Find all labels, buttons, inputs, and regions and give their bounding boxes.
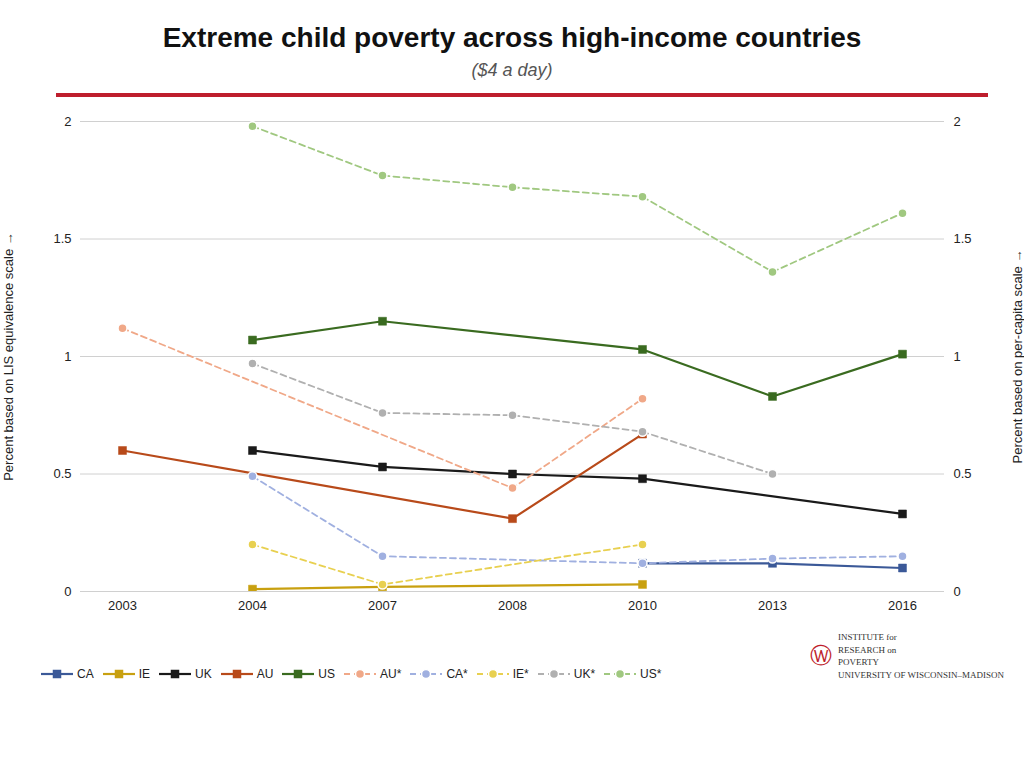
svg-text:2016: 2016 bbox=[888, 598, 917, 613]
svg-text:Percent based on per-capita sc: Percent based on per-capita scale → bbox=[1010, 250, 1024, 464]
svg-text:0: 0 bbox=[954, 584, 961, 599]
html-text:($4 a day): ($4 a day) bbox=[471, 60, 553, 80]
html-text:US*: US* bbox=[640, 667, 662, 682]
svg-text:0.5: 0.5 bbox=[954, 466, 972, 481]
svg-text:2010: 2010 bbox=[628, 598, 657, 613]
svg-text:2003: 2003 bbox=[108, 598, 137, 613]
svg-text:2007: 2007 bbox=[368, 598, 397, 613]
svg-text:0.5: 0.5 bbox=[53, 466, 71, 481]
svg-text:2013: 2013 bbox=[758, 598, 787, 613]
svg-text:1: 1 bbox=[64, 349, 71, 364]
html-text:AU: AU bbox=[256, 667, 274, 682]
html-text:IE*: IE* bbox=[512, 667, 529, 682]
html-text:US: US bbox=[318, 667, 335, 682]
html-text:CA: CA bbox=[77, 667, 94, 682]
html-text:INSTITUTE for RESEARCH on POVE: INSTITUTE for RESEARCH on POVERTY UNIVER… bbox=[838, 632, 1004, 680]
html-text:UK: UK bbox=[195, 667, 212, 682]
html-text:Extreme child poverty across h: Extreme child poverty across high-income… bbox=[162, 22, 862, 53]
svg-text:1.5: 1.5 bbox=[954, 231, 972, 246]
html-text:IE: IE bbox=[138, 667, 150, 682]
html-text:AU*: AU* bbox=[380, 667, 402, 682]
html-text:CA*: CA* bbox=[446, 667, 468, 682]
svg-text:Percent based on LIS equivalen: Percent based on LIS equivalence scale → bbox=[1, 232, 16, 481]
svg-text:2008: 2008 bbox=[498, 598, 527, 613]
svg-text:0: 0 bbox=[64, 584, 71, 599]
svg-text:2: 2 bbox=[954, 114, 961, 129]
svg-text:1.5: 1.5 bbox=[53, 231, 71, 246]
svg-text:2: 2 bbox=[64, 114, 71, 129]
html-text:UK*: UK* bbox=[573, 667, 596, 682]
svg-text:2004: 2004 bbox=[238, 598, 267, 613]
svg-text:1: 1 bbox=[954, 349, 961, 364]
